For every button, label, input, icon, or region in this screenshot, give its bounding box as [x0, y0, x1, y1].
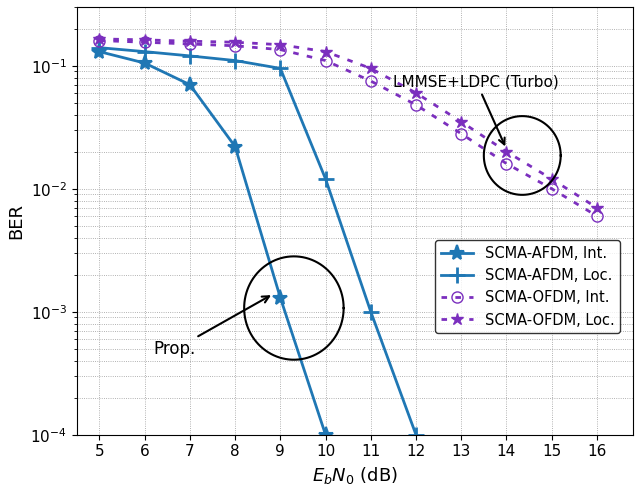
SCMA-AFDM, Loc.: [231, 58, 239, 64]
Text: Prop.: Prop.: [154, 296, 269, 358]
SCMA-OFDM, Int.: [502, 161, 510, 167]
SCMA-OFDM, Int.: [458, 131, 465, 137]
SCMA-AFDM, Int.: [186, 82, 194, 88]
SCMA-AFDM, Loc.: [95, 45, 103, 51]
SCMA-OFDM, Loc.: [186, 38, 194, 44]
SCMA-OFDM, Int.: [186, 41, 194, 47]
SCMA-AFDM, Int.: [95, 49, 103, 55]
Line: SCMA-OFDM, Loc.: SCMA-OFDM, Loc.: [93, 33, 603, 214]
SCMA-AFDM, Loc.: [276, 66, 284, 71]
SCMA-OFDM, Loc.: [141, 37, 148, 43]
SCMA-AFDM, Loc.: [367, 309, 374, 315]
SCMA-AFDM, Int.: [141, 60, 148, 66]
SCMA-OFDM, Loc.: [231, 39, 239, 45]
SCMA-OFDM, Int.: [141, 39, 148, 45]
SCMA-OFDM, Int.: [276, 47, 284, 53]
SCMA-AFDM, Int.: [231, 143, 239, 149]
SCMA-OFDM, Loc.: [502, 149, 510, 155]
SCMA-AFDM, Loc.: [412, 432, 420, 438]
SCMA-AFDM, Loc.: [322, 176, 330, 182]
Legend: SCMA-AFDM, Int., SCMA-AFDM, Loc., SCMA-OFDM, Int., SCMA-OFDM, Loc.: SCMA-AFDM, Int., SCMA-AFDM, Loc., SCMA-O…: [435, 240, 620, 333]
SCMA-OFDM, Loc.: [367, 66, 374, 71]
SCMA-AFDM, Loc.: [141, 49, 148, 55]
SCMA-OFDM, Loc.: [276, 42, 284, 48]
SCMA-OFDM, Loc.: [95, 36, 103, 42]
Y-axis label: BER: BER: [7, 203, 25, 239]
SCMA-OFDM, Int.: [95, 37, 103, 43]
SCMA-OFDM, Loc.: [412, 90, 420, 96]
SCMA-OFDM, Int.: [231, 43, 239, 49]
X-axis label: $E_b N_0$ (dB): $E_b N_0$ (dB): [312, 465, 398, 486]
Line: SCMA-AFDM, Loc.: SCMA-AFDM, Loc.: [92, 40, 424, 442]
SCMA-AFDM, Int.: [276, 295, 284, 301]
Line: SCMA-OFDM, Int.: SCMA-OFDM, Int.: [94, 35, 602, 221]
SCMA-OFDM, Int.: [412, 102, 420, 108]
SCMA-AFDM, Int.: [322, 432, 330, 438]
SCMA-OFDM, Int.: [367, 78, 374, 84]
SCMA-OFDM, Loc.: [322, 49, 330, 55]
SCMA-OFDM, Int.: [593, 213, 601, 219]
SCMA-OFDM, Loc.: [458, 119, 465, 125]
SCMA-OFDM, Int.: [322, 58, 330, 64]
SCMA-OFDM, Int.: [548, 186, 556, 192]
SCMA-OFDM, Loc.: [593, 205, 601, 211]
SCMA-AFDM, Loc.: [186, 53, 194, 59]
Line: SCMA-AFDM, Int.: SCMA-AFDM, Int.: [92, 44, 333, 442]
Text: LMMSE+LDPC (Turbo): LMMSE+LDPC (Turbo): [394, 74, 559, 144]
SCMA-OFDM, Loc.: [548, 176, 556, 182]
